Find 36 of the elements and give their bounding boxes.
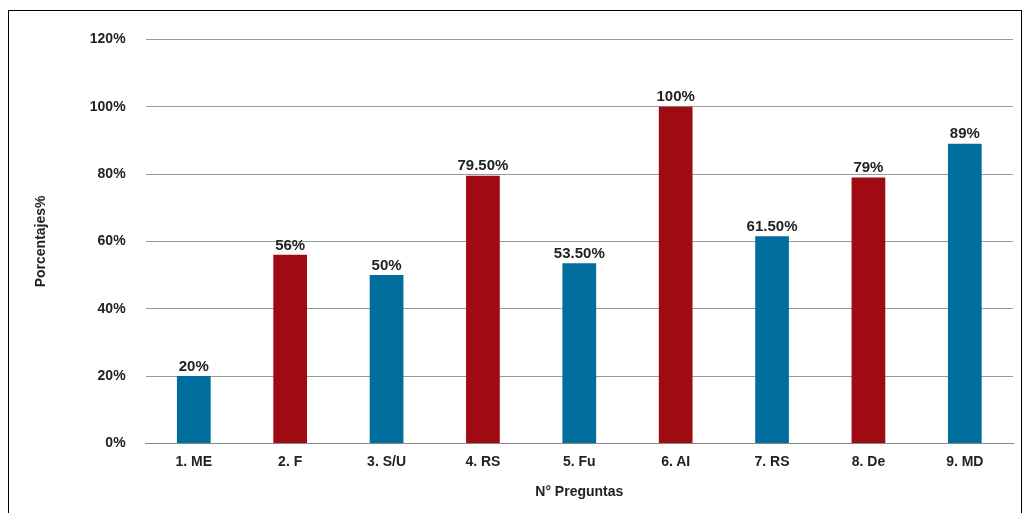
data-label: 79% <box>853 158 884 176</box>
bar <box>466 175 500 443</box>
data-label: 50% <box>371 255 402 273</box>
bar <box>851 177 886 443</box>
bar <box>176 376 211 443</box>
bar <box>755 236 789 443</box>
x-tick-label: 4. RS <box>465 452 501 469</box>
data-label: 61.50% <box>746 216 798 234</box>
x-axis-title: N° Preguntas <box>535 483 624 500</box>
data-label: 20% <box>178 356 209 374</box>
bar <box>658 106 693 443</box>
y-tick-label: 40% <box>97 299 127 316</box>
y-tick-label: 120% <box>89 30 127 47</box>
bar <box>562 263 597 443</box>
y-tick-label: 60% <box>97 232 127 249</box>
x-tick-label: 8. De <box>851 452 886 469</box>
y-axis-title: Porcentajes% <box>32 194 49 288</box>
bar <box>273 254 308 443</box>
y-tick-label: 0% <box>105 434 127 451</box>
y-tick-label: 80% <box>97 164 127 181</box>
data-label: 79.50% <box>457 156 509 174</box>
bar <box>369 275 404 443</box>
data-label: 56% <box>275 235 306 253</box>
x-tick-label: 3. S/U <box>367 452 406 469</box>
data-label: 53.50% <box>553 243 605 261</box>
data-label: 89% <box>949 124 980 142</box>
x-tick-label: 5. Fu <box>562 452 596 469</box>
data-label: 100% <box>656 87 695 105</box>
y-tick-label: 100% <box>89 97 127 114</box>
x-tick-label: 9. MD <box>946 452 984 469</box>
x-tick-label: 7. RS <box>754 452 790 469</box>
bar <box>947 143 982 443</box>
y-tick-label: 20% <box>97 366 127 383</box>
x-tick-label: 6. AI <box>661 452 691 469</box>
x-tick-label: 1. ME <box>175 452 213 469</box>
x-tick-label: 2. F <box>278 452 303 469</box>
